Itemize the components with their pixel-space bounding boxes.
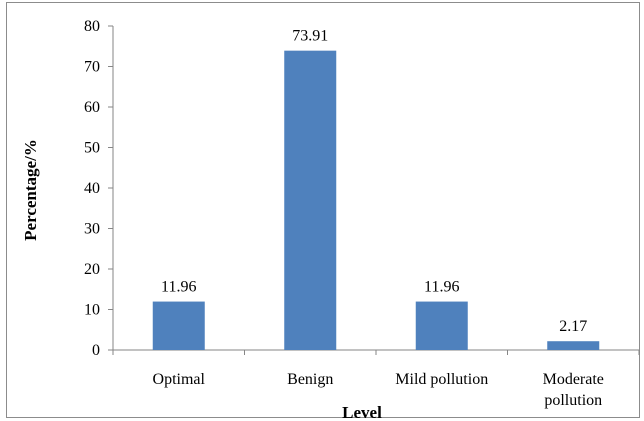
y-tick-label: 30 (84, 221, 100, 238)
y-tick-label: 80 (84, 18, 100, 35)
data-labels: 11.96 73.91 11.96 2.17 (161, 28, 587, 336)
bar (547, 341, 600, 350)
bar (415, 301, 468, 350)
bars (152, 50, 600, 351)
data-label: 11.96 (424, 279, 459, 296)
category-label: Optimal (153, 371, 206, 388)
bar (284, 50, 337, 351)
data-label: 11.96 (161, 279, 196, 296)
y-tick-label: 20 (84, 261, 100, 278)
y-tick-label: 50 (84, 140, 100, 157)
category-labels: Optimal Benign Mild pollution Moderate pollu… (153, 371, 604, 409)
category-label: Mild pollution (395, 371, 488, 388)
y-tick-label: 0 (92, 342, 100, 359)
y-axis-title: Percentage/% (21, 139, 40, 241)
y-tick-label: 10 (84, 302, 100, 319)
y-ticks: 0 10 20 30 40 50 60 70 80 (84, 18, 113, 359)
y-tick-label: 70 (84, 59, 100, 76)
category-label: Benign (287, 371, 333, 388)
y-tick-label: 60 (84, 99, 100, 116)
data-label: 73.91 (292, 28, 328, 45)
x-ticks (112, 350, 640, 355)
category-label: pollution (544, 392, 602, 409)
axes (112, 26, 639, 351)
bar (152, 301, 205, 350)
category-label: Moderate (543, 371, 604, 388)
x-axis-title: Level (342, 403, 382, 421)
data-label: 2.17 (559, 318, 587, 335)
y-tick-label: 40 (84, 180, 100, 197)
